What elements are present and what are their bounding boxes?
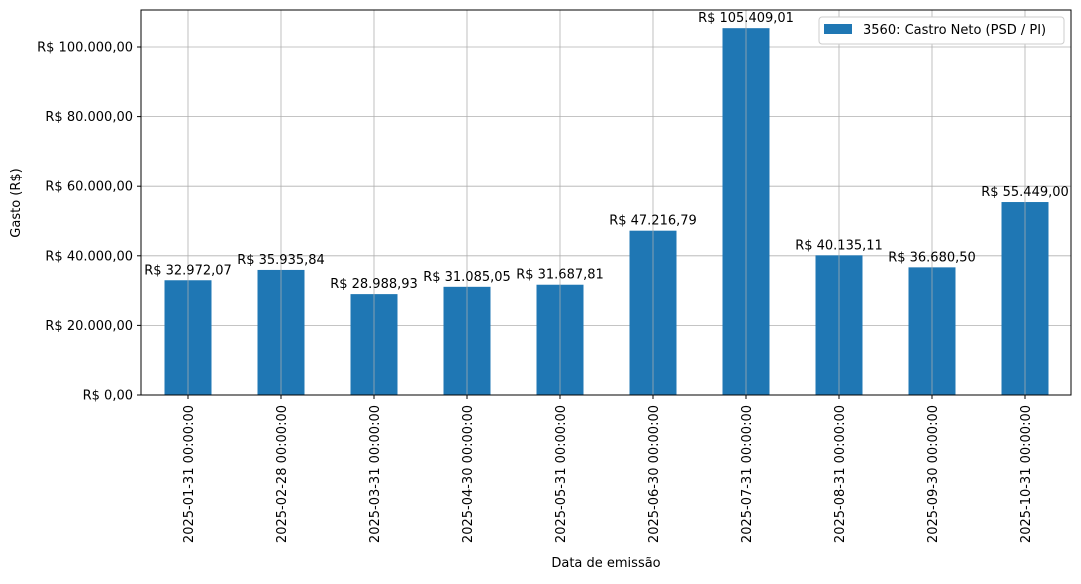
x-tick-label: 2025-06-30 00:00:00 — [647, 405, 662, 543]
y-tick-label: R$ 0,00 — [83, 389, 133, 404]
x-tick-label: 2025-01-31 00:00:00 — [182, 405, 197, 543]
x-tick-label: 2025-08-31 00:00:00 — [833, 405, 848, 543]
y-tick-label: R$ 20.000,00 — [45, 319, 133, 334]
legend-swatch — [824, 24, 852, 34]
bar-value-label: R$ 31.687,81 — [516, 268, 604, 283]
y-axis-ticks: R$ 0,00 R$ 20.000,00 R$ 40.000,00 R$ 60.000… — [37, 41, 141, 404]
x-tick-label: 2025-10-31 00:00:00 — [1019, 405, 1034, 543]
x-axis-ticks: 2025-01-31 00:00:00 2025-02-28 00:00:00 20… — [182, 395, 1034, 543]
y-tick-label: R$ 40.000,00 — [45, 249, 133, 264]
x-axis-label: Data de emissão — [551, 556, 660, 571]
legend: 3560: Castro Neto (PSD / PI) — [818, 16, 1065, 45]
x-tick-label: 2025-07-31 00:00:00 — [740, 405, 755, 543]
bar-value-labels: R$ 32.972,07 R$ 35.935,84 R$ 28.988,93 R$ 3… — [144, 11, 1069, 395]
bar-value-label: R$ 55.449,00 — [981, 185, 1069, 200]
bar-value-label: R$ 40.135,11 — [795, 238, 883, 253]
x-tick-label: 2025-04-30 00:00:00 — [461, 405, 476, 543]
bar-value-label: R$ 28.988,93 — [330, 277, 418, 292]
y-axis-label: Gasto (R$) — [9, 168, 24, 237]
bar-value-label: R$ 36.680,50 — [888, 250, 976, 265]
bars — [164, 28, 1049, 396]
y-tick-label: R$ 60.000,00 — [45, 180, 133, 195]
y-tick-label: R$ 100.000,00 — [37, 41, 133, 56]
plot-frame — [140, 9, 1072, 396]
bar-value-label: R$ 47.216,79 — [609, 214, 697, 229]
bar-value-label: R$ 35.935,84 — [237, 253, 325, 268]
legend-box — [818, 16, 1065, 45]
x-tick-label: 2025-05-31 00:00:00 — [554, 405, 569, 543]
x-tick-label: 2025-09-30 00:00:00 — [926, 405, 941, 543]
x-tick-label: 2025-02-28 00:00:00 — [275, 405, 290, 543]
x-tick-label: 2025-03-31 00:00:00 — [368, 405, 383, 543]
bar-value-label: R$ 31.085,05 — [423, 270, 511, 285]
bar-value-label: R$ 32.972,07 — [144, 263, 232, 278]
legend-label: 3560: Castro Neto (PSD / PI) — [863, 23, 1046, 38]
y-tick-label: R$ 80.000,00 — [45, 110, 133, 125]
bar-value-label: R$ 105.409,01 — [698, 11, 794, 26]
